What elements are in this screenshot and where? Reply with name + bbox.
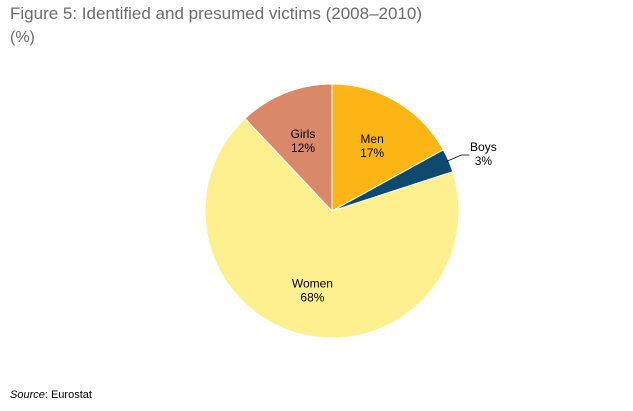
slice-label-girls: Girls bbox=[291, 127, 316, 141]
source-label: Source bbox=[10, 389, 45, 401]
slice-value-men: 17% bbox=[360, 146, 384, 160]
slice-label-men: Men bbox=[360, 132, 383, 146]
pie-slice-women bbox=[204, 117, 460, 339]
source-text: : Eurostat bbox=[44, 389, 92, 401]
chart-title: Figure 5: Identified and presumed victim… bbox=[10, 4, 423, 23]
source-note: Source: Eurostat bbox=[10, 389, 92, 401]
slice-value-girls: 12% bbox=[291, 141, 315, 155]
slice-label-women: Women bbox=[292, 276, 333, 290]
pie-slice-men bbox=[331, 83, 444, 212]
slice-value-boys: 3% bbox=[475, 154, 493, 168]
slice-label-boys: Boys bbox=[470, 140, 497, 154]
chart-subtitle: (%) bbox=[10, 29, 35, 46]
slice-value-women: 68% bbox=[300, 290, 324, 304]
leader-line-boys bbox=[446, 154, 470, 162]
pie-slice-girls bbox=[244, 83, 333, 213]
